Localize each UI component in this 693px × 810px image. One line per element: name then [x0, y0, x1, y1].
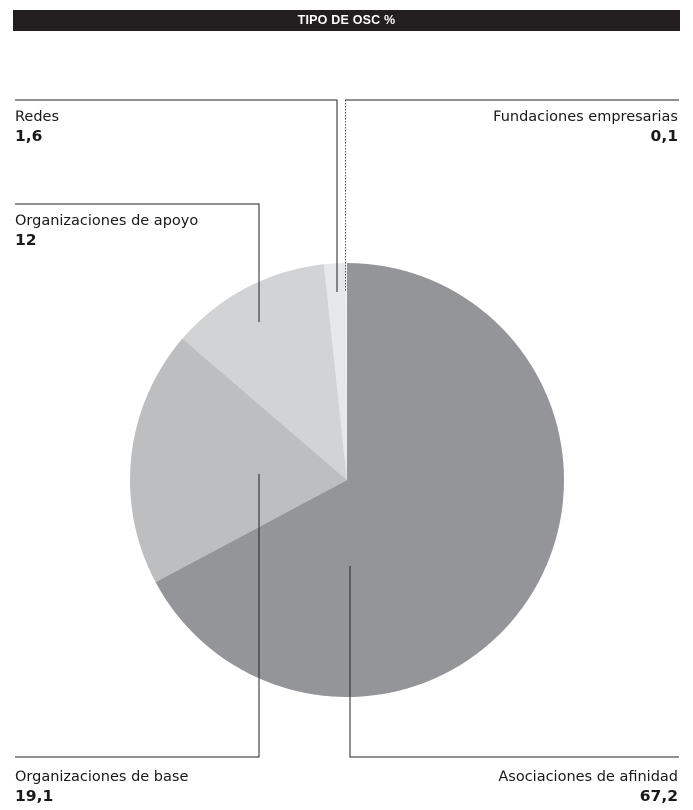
- slice-label-value: 19,1: [15, 787, 54, 805]
- slice-fundaciones-empresarias: [345, 262, 347, 480]
- leader-redes: [15, 99, 338, 292]
- slice-label-name: Asociaciones de afinidad: [498, 769, 678, 785]
- slice-label-value: 1,6: [15, 127, 43, 145]
- slice-label-value: 12: [15, 231, 37, 249]
- slice-organizaciones-de-base: [130, 338, 347, 583]
- label-organizaciones-de-apoyo: Organizaciones de apoyo 12: [15, 212, 198, 250]
- slice-label-value: 67,2: [639, 787, 678, 805]
- slice-label-value: 0,1: [650, 127, 678, 145]
- slice-organizaciones-de-apoyo: [182, 264, 347, 480]
- label-asociaciones-de-afinidad: Asociaciones de afinidad 67,2: [498, 768, 678, 806]
- chart-title: TIPO DE OSC %: [13, 10, 680, 31]
- slice-label-name: Redes: [15, 109, 60, 125]
- slice-asociaciones-de-afinidad: [155, 263, 564, 697]
- pie-slices: [130, 262, 564, 697]
- slice-label-name: Fundaciones empresarias: [493, 109, 678, 125]
- label-organizaciones-de-base: Organizaciones de base 19,1: [15, 768, 188, 806]
- label-redes: Redes 1,6: [15, 108, 59, 146]
- label-fundaciones-empresarias: Fundaciones empresarias 0,1: [493, 108, 678, 146]
- leader-apoyo: [15, 203, 260, 322]
- slice-label-name: Organizaciones de base: [15, 769, 189, 785]
- leader-base: [15, 474, 260, 758]
- leader-lines: [15, 99, 679, 758]
- slice-redes: [323, 263, 347, 480]
- slice-label-name: Organizaciones de apoyo: [15, 213, 199, 229]
- leader-asociaciones: [349, 566, 679, 758]
